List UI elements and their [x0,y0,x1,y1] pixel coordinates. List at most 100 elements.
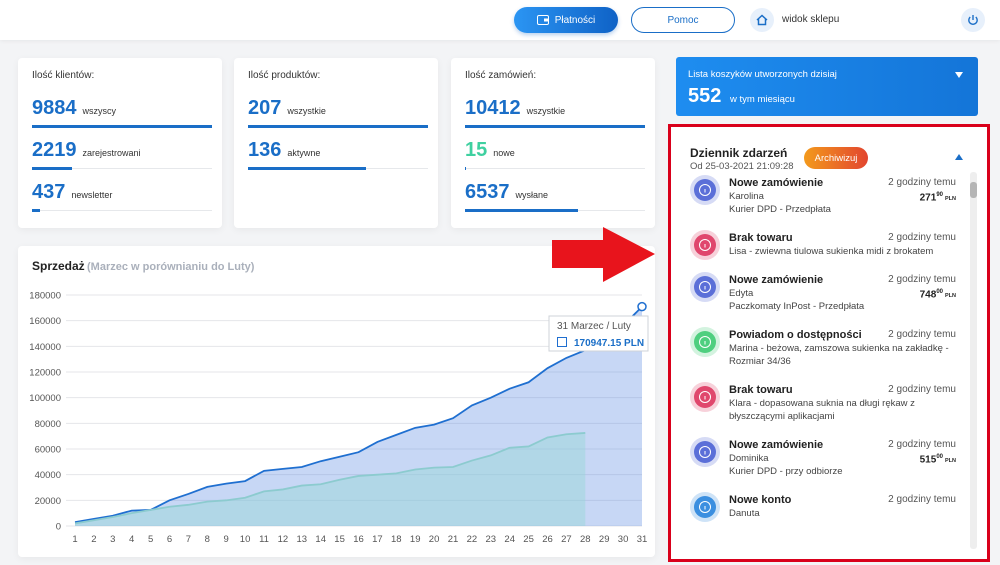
stat-row: 437 newsletter [32,182,112,202]
stat-row-label: nowe [493,148,515,158]
stat-value: 9884 [32,97,77,119]
event-title: Nowe zamówienie [729,274,824,286]
event-line: Danuta [729,508,760,519]
event-line: Marina - beżowa, zamszowa sukienka na za… [729,343,949,354]
event-time: 2 godziny temu [888,439,956,450]
top-bar: Płatności Pomoc widok sklepu [0,0,1000,40]
event-line: Kurier DPD - przy odbiorze [729,466,843,477]
stat-value: 6537 [465,181,510,203]
carts-subtitle: w tym miesiącu [730,94,795,105]
price-main: 515 [919,454,937,466]
event-title: Nowe zamówienie [729,439,824,451]
event-line: Karolina [729,191,764,202]
event-time: 2 godziny temu [888,329,956,340]
home-icon[interactable] [750,8,774,32]
chart-card [18,246,655,557]
stat-row: 10412 wszystkie [465,98,565,118]
progress-bar [248,125,428,128]
payments-label: Płatności [554,14,596,26]
scrollbar-track[interactable] [970,172,977,549]
stat-row-label: wszyscy [82,106,117,116]
event-line: Lisa - zwiewna tiulowa sukienka midi z b… [729,246,934,257]
stat-value: 136 [248,139,282,161]
event-title: Brak towaru [729,384,793,396]
stat-card: Ilość produktów: 207 wszystkie 136 aktywne [234,58,438,228]
event-line: Edyta [729,288,754,299]
event-time: 2 godziny temu [888,384,956,395]
stat-row: 2219 zarejestrowani [32,140,141,160]
stat-row: 9884 wszyscy [32,98,116,118]
event-line: Rozmiar 34/36 [729,356,791,367]
event-title: Powiadom o dostępności [729,329,862,341]
stat-value: 2219 [32,139,77,161]
event-line: błyszczącymi aplikacjami [729,411,835,422]
stat-value: 437 [32,181,66,203]
collapse-arrow[interactable] [955,154,963,160]
event-time: 2 godziny temu [888,232,956,243]
event-time: 2 godziny temu [888,177,956,188]
shop-link[interactable]: widok sklepu [782,14,840,25]
progress-bar [32,167,73,170]
power-icon[interactable] [961,8,985,32]
progress-bar [32,209,40,212]
stat-row: 136 aktywne [248,140,320,160]
events-date: Od 25-03-2021 21:09:28 [690,161,794,172]
archive-button[interactable]: Archiwizuj [804,147,868,169]
progress-track [32,210,212,211]
progress-track [465,168,645,169]
stat-row-label: zarejestrowani [82,148,141,158]
events-title: Dziennik zdarzeń [690,146,788,160]
price-main: 748 [919,289,937,301]
stat-label: Ilość zamówień: [465,70,537,81]
stat-value: 207 [248,97,282,119]
event-title: Nowe konto [729,494,792,506]
event-time: 2 godziny temu [888,274,956,285]
carts-card[interactable]: Lista koszyków utworzonych dzisiaj 552 w… [676,57,978,116]
event-time: 2 godziny temu [888,494,956,505]
stat-card: Ilość zamówień: 10412 wszystkie 15 nowe 6537 w… [451,58,655,228]
stat-row-label: aktywne [287,148,321,158]
scrollbar-thumb[interactable] [970,182,977,198]
price-currency: PLN [945,458,956,465]
event-title: Nowe zamówienie [729,177,824,189]
stat-row-label: wysłane [515,190,549,200]
event-price: 74800PLN [876,289,956,300]
stat-card: Ilość klientów: 9884 wszyscy 2219 zarejestro… [18,58,222,228]
carts-value: 552 [688,85,722,107]
stat-row: 6537 wysłane [465,182,548,202]
price-currency: PLN [945,196,956,203]
event-title: Brak towaru [729,232,793,244]
stat-value: 10412 [465,97,521,119]
help-button[interactable]: Pomoc [631,7,735,33]
dropdown-arrow [955,72,963,78]
stat-row-label: wszystkie [287,106,326,116]
wallet-icon [536,15,549,25]
payments-button[interactable]: Płatności [514,7,618,33]
event-line: Paczkomaty InPost - Przedpłata [729,301,865,312]
price-currency: PLN [945,293,956,300]
stat-row: 207 wszystkie [248,98,326,118]
stat-value: 15 [465,139,488,161]
progress-bar [32,125,212,128]
stat-row-label: newsletter [71,190,113,200]
stat-row-label: wszystkie [526,106,566,116]
event-line: Klara - dopasowana suknia na długi rękaw… [729,398,915,409]
event-line: Dominika [729,453,769,464]
price-fraction: 00 [936,454,943,460]
help-label: Pomoc [667,14,699,26]
carts-title: Lista koszyków utworzonych dzisiaj [688,69,837,80]
progress-track [32,168,212,169]
stat-label: Ilość klientów: [32,70,95,81]
events-panel: Dziennik zdarzeń Od 25-03-2021 21:09:28 … [668,124,990,562]
price-fraction: 00 [936,289,943,295]
event-line: Kurier DPD - Przedpłata [729,204,831,215]
progress-bar [465,125,645,128]
stat-label: Ilość produktów: [248,70,321,81]
progress-bar [465,209,578,212]
progress-bar [248,167,367,170]
price-main: 271 [919,192,937,204]
price-fraction: 90 [936,192,943,198]
event-price: 51500PLN [876,454,956,465]
event-price: 27190PLN [876,192,956,203]
